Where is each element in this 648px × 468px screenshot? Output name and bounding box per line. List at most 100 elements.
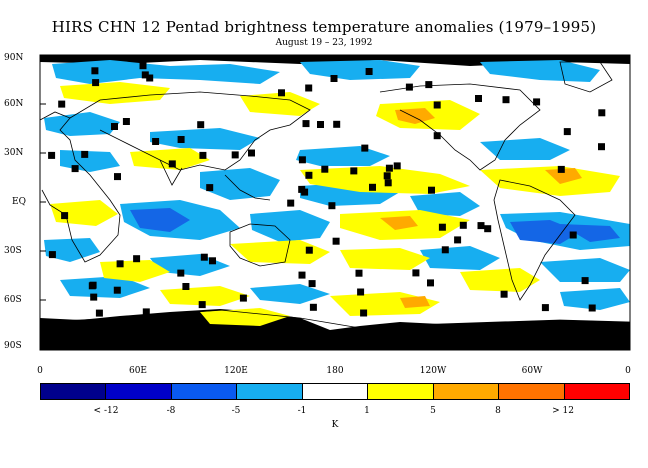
missing-data-box: [569, 231, 577, 239]
missing-data-box: [116, 260, 124, 268]
missing-data-box: [177, 269, 185, 277]
missing-data-box: [438, 223, 446, 231]
missing-data-box: [141, 71, 149, 79]
strong-negative-region: [560, 224, 620, 242]
missing-data-box: [88, 282, 96, 290]
lon-label-120w: 120W: [419, 366, 447, 376]
colorbar-swatch: [171, 384, 238, 399]
missing-data-box: [317, 121, 324, 128]
strong-negative-region: [130, 208, 190, 232]
missing-data-box: [111, 123, 118, 130]
negative-anomaly-region: [44, 238, 100, 262]
strong-positive-region: [395, 108, 435, 124]
missing-data-box: [500, 290, 508, 298]
lat-label-60s: 60S: [4, 295, 22, 305]
lat-label-60n: 60N: [4, 99, 24, 109]
missing-data-box: [278, 89, 285, 97]
lon-label-180: 180: [326, 366, 344, 376]
positive-anomaly-region: [230, 240, 330, 264]
missing-data-box: [90, 293, 98, 301]
missing-data-box: [412, 269, 420, 277]
colorbar-unit: K: [331, 420, 339, 430]
missing-data-box: [484, 225, 492, 233]
missing-data-box: [305, 171, 313, 179]
missing-data-box: [133, 255, 141, 263]
positive-anomaly-region: [130, 148, 210, 170]
missing-data-box: [477, 222, 485, 230]
coastline: [39, 111, 121, 263]
colorbar-label: -5: [231, 406, 241, 416]
missing-data-box: [287, 199, 295, 207]
positive-anomaly-region: [480, 166, 620, 196]
coastline: [224, 174, 271, 201]
colorbar: [40, 383, 630, 400]
missing-data-box: [459, 221, 467, 229]
missing-data-box: [355, 269, 363, 277]
colorbar-swatch: [106, 384, 172, 399]
missing-data-box: [405, 83, 413, 91]
missing-data-box: [146, 74, 154, 82]
lat-label-30n: 30N: [4, 148, 24, 158]
lat-label-eq: EQ: [12, 197, 26, 207]
positive-anomaly-region: [460, 268, 540, 292]
negative-anomaly-region: [60, 276, 150, 298]
strong-positive-region: [545, 168, 582, 184]
missing-data-box: [206, 184, 214, 192]
positive-anomaly-region: [160, 286, 250, 306]
chart-subtitle: August 19 – 23, 1992: [275, 38, 373, 48]
lat-label-90n: 90N: [4, 53, 24, 63]
missing-data-box: [365, 68, 373, 75]
missing-data-box: [581, 277, 589, 285]
positive-anomaly-region: [340, 248, 430, 270]
missing-data-box: [152, 138, 160, 145]
coastline: [559, 61, 613, 93]
negative-anomaly-region: [250, 284, 330, 304]
missing-data-box: [330, 75, 338, 82]
negative-anomaly-region: [250, 210, 330, 242]
missing-data-box: [209, 257, 216, 265]
missing-data-box: [298, 156, 306, 164]
negative-anomaly-region: [150, 128, 260, 150]
missing-data-box: [502, 96, 510, 104]
colorbar-label: -1: [297, 406, 307, 416]
lat-label-90s: 90S: [4, 341, 22, 351]
negative-anomaly-region: [410, 192, 480, 216]
coastlines: [39, 61, 631, 329]
missing-data-boxes: [48, 62, 606, 317]
missing-data-box: [475, 95, 482, 102]
missing-data-box: [385, 164, 393, 172]
coastline: [69, 91, 311, 171]
missing-data-box: [588, 304, 596, 312]
missing-data-box: [168, 160, 176, 168]
missing-data-box: [48, 251, 56, 259]
colorbar-swatch: [237, 384, 303, 399]
missing-data-box: [298, 185, 306, 193]
missing-data-box: [563, 128, 571, 136]
missing-data-box: [332, 237, 340, 245]
missing-data-box: [309, 303, 317, 311]
colorbar-label: 5: [430, 406, 436, 416]
missing-data-box: [533, 98, 541, 106]
colorbar-label: -8: [166, 406, 176, 416]
positive-anomaly-region: [60, 82, 170, 104]
missing-data-box: [328, 202, 336, 210]
missing-data-box: [197, 121, 205, 129]
missing-data-box: [369, 183, 376, 191]
missing-data-box: [433, 101, 441, 109]
negative-anomaly-region: [52, 60, 280, 84]
coastline: [379, 83, 541, 171]
negative-anomaly-region: [480, 138, 570, 160]
lon-label-0-end: 0: [625, 366, 631, 376]
missing-data-box: [441, 246, 449, 254]
colorbar-swatch: [41, 384, 107, 399]
missing-data-box: [91, 67, 99, 75]
missing-data-box: [95, 309, 103, 317]
colorbar-label: 8: [495, 406, 501, 416]
positive-anomaly-region: [200, 308, 290, 326]
colorbar-swatch: [564, 384, 629, 399]
missing-data-box: [248, 149, 255, 157]
missing-data-box: [598, 109, 606, 117]
missing-data-box: [200, 253, 208, 261]
strong-positive-region: [380, 216, 418, 230]
